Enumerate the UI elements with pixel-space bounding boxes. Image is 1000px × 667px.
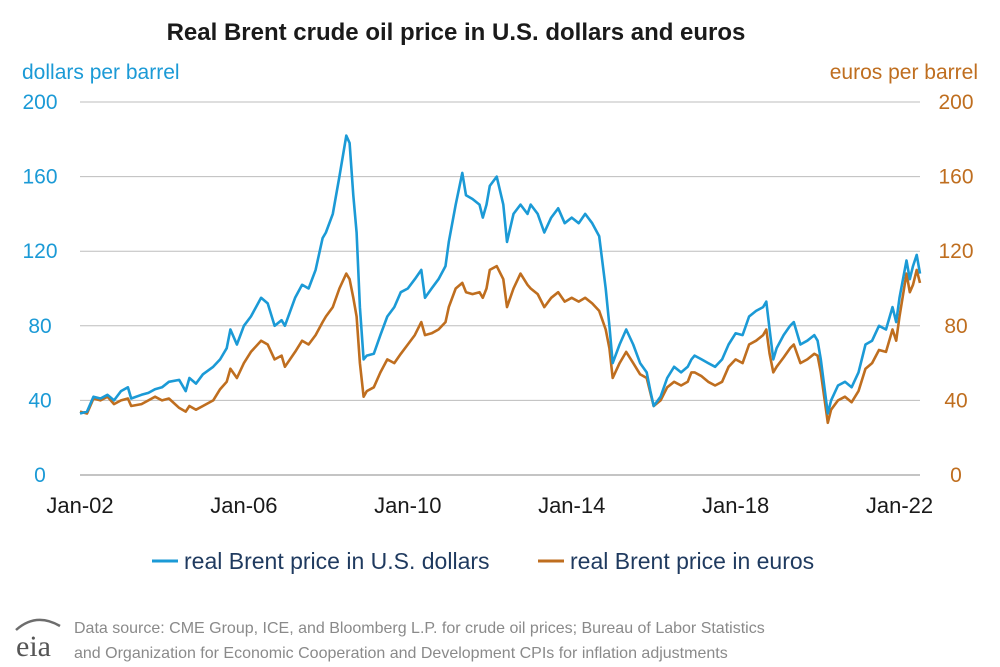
y-left-tick-label: 200 bbox=[22, 91, 57, 114]
y-axis-left-title: dollars per barrel bbox=[22, 61, 180, 84]
y-left-tick-label: 0 bbox=[34, 464, 46, 487]
y-right-tick-label: 160 bbox=[938, 166, 973, 189]
logo-text: eia bbox=[16, 630, 51, 660]
y-right-tick-label: 40 bbox=[944, 389, 967, 412]
chart-title: Real Brent crude oil price in U.S. dolla… bbox=[167, 19, 746, 46]
y-axis-right-title: euros per barrel bbox=[830, 61, 978, 84]
x-tick-label: Jan-10 bbox=[374, 493, 441, 518]
data-source-note: Data source: CME Group, ICE, and Bloombe… bbox=[74, 616, 974, 666]
eia-logo-icon: eia bbox=[10, 616, 66, 663]
y-left-tick-label: 120 bbox=[22, 240, 57, 263]
legend-label-usd: real Brent price in U.S. dollars bbox=[184, 548, 490, 574]
y-right-tick-label: 200 bbox=[938, 91, 973, 114]
y-right-tick-label: 120 bbox=[938, 240, 973, 263]
plot-area bbox=[79, 134, 922, 425]
legend-label-eur: real Brent price in euros bbox=[570, 548, 814, 574]
x-tick-label: Jan-22 bbox=[866, 493, 933, 518]
chart: Real Brent crude oil price in U.S. dolla… bbox=[22, 19, 978, 574]
legend: real Brent price in U.S. dollars real Bre… bbox=[152, 548, 814, 574]
series-line-eur bbox=[79, 264, 922, 425]
y-right-tick-label: 0 bbox=[950, 464, 962, 487]
source-line-1: Data source: CME Group, ICE, and Bloombe… bbox=[74, 620, 765, 637]
x-tick-label: Jan-14 bbox=[538, 493, 605, 518]
x-tick-label: Jan-02 bbox=[46, 493, 113, 518]
y-left-tick-label: 40 bbox=[28, 389, 51, 412]
source-line-2: and Organization for Economic Cooperatio… bbox=[74, 645, 728, 662]
y-right-tick-label: 80 bbox=[944, 315, 967, 338]
series-line-usd bbox=[79, 134, 922, 415]
y-left-tick-label: 160 bbox=[22, 166, 57, 189]
gridlines bbox=[80, 101, 920, 476]
y-left-tick-label: 80 bbox=[28, 315, 51, 338]
x-tick-label: Jan-06 bbox=[210, 493, 277, 518]
x-tick-label: Jan-18 bbox=[702, 493, 769, 518]
y-axis-left-ticks: 0 40 80 120 160 200 bbox=[22, 91, 57, 487]
x-axis-ticks: Jan-02 Jan-06 Jan-10 Jan-14 Jan-18 Jan-22 bbox=[46, 493, 933, 518]
y-axis-right-ticks: 0 40 80 120 160 200 bbox=[938, 91, 973, 487]
